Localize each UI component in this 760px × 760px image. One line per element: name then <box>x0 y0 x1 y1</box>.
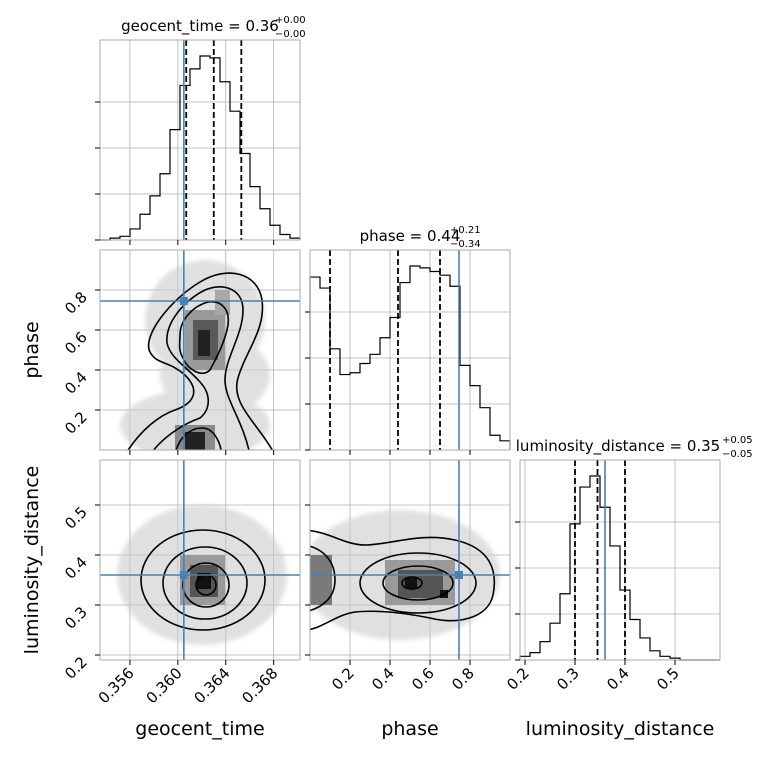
panel-hist-phase <box>310 250 510 450</box>
truth-marker <box>179 571 188 579</box>
title-phase: phase = 0.44 <box>360 227 461 245</box>
title-geocent-time-minus: −0.00 <box>275 29 306 40</box>
tick-label-x: 0.4 <box>368 664 398 694</box>
truth-marker <box>179 297 188 305</box>
tick-label-x: 0.2 <box>503 664 533 694</box>
histogram-geocent-time <box>100 55 301 241</box>
tick-label-y: 0.8 <box>61 288 91 318</box>
ylabel-luminosity-distance: luminosity_distance <box>21 466 43 655</box>
histogram-phase <box>309 265 511 450</box>
axes-borders <box>99 39 721 661</box>
title-geocent-time: geocent_time = 0.36 <box>121 17 279 36</box>
tick-label-x: 0.2 <box>328 664 358 694</box>
tick-label-y: 0.2 <box>61 408 91 438</box>
density-phase-vs-geocent-time <box>120 260 274 450</box>
tick-label-y: 0.2 <box>61 653 91 683</box>
tick-label-x: 0.364 <box>190 664 233 707</box>
contour-lines <box>127 272 274 450</box>
tick-label-x: 0.360 <box>143 664 186 707</box>
tick-label-y: 0.3 <box>61 603 91 633</box>
panel-hist-geocent-time <box>100 40 300 240</box>
histogram-luminosity-distance <box>519 475 720 661</box>
truth-marker <box>455 571 463 579</box>
tick-label-x: 0.8 <box>448 664 478 694</box>
panel-titles: geocent_time = 0.36 +0.00 −0.00 phase = … <box>121 15 753 460</box>
quantile-lines <box>185 40 626 660</box>
title-geocent-time-plus: +0.00 <box>275 15 306 26</box>
tick-label-x: 0.5 <box>653 664 683 694</box>
contour-lines <box>140 529 266 631</box>
xlabel-geocent-time: geocent_time <box>135 718 264 740</box>
density-bins <box>310 555 455 605</box>
tick-label-x: 0.6 <box>408 664 438 694</box>
tick-label-y: 0.4 <box>61 368 91 398</box>
histograms <box>100 55 720 661</box>
tick-label-x: 0.368 <box>238 664 281 707</box>
tick-label-y: 0.6 <box>61 328 91 358</box>
tick-label-y: 0.4 <box>61 553 91 583</box>
tick-label-y: 0.5 <box>61 503 91 533</box>
xlabel-luminosity-distance: luminosity_distance <box>526 718 715 740</box>
title-luminosity-distance: luminosity_distance = 0.35 <box>516 437 720 456</box>
xlabel-phase: phase <box>381 718 438 740</box>
tick-label-x: 0.3 <box>553 664 583 694</box>
contour-lines <box>310 529 496 631</box>
tick-label-x: 0.356 <box>95 664 138 707</box>
title-phase-plus: +0.21 <box>450 225 481 236</box>
truth-lines <box>100 40 606 660</box>
title-luminosity-distance-minus: −0.05 <box>722 449 753 460</box>
title-luminosity-distance-plus: +0.05 <box>722 435 753 446</box>
ylabel-phase: phase <box>21 321 43 378</box>
axis-labels: geocent_time phase luminosity_distance p… <box>21 321 714 740</box>
tick-label-x: 0.4 <box>603 664 633 694</box>
title-phase-minus: −0.34 <box>450 239 481 250</box>
